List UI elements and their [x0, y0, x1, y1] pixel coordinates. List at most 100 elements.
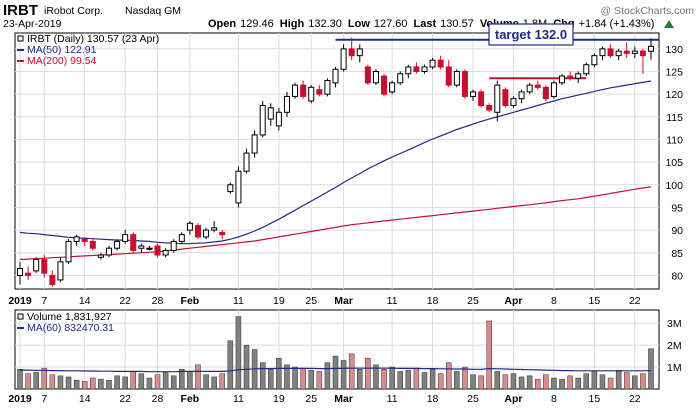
price-tick-label: 90	[671, 225, 683, 237]
company-name: iRobot Corp.	[44, 5, 103, 17]
volume-bar	[187, 371, 193, 390]
quote-label: Last	[414, 18, 437, 30]
candle-body	[33, 259, 40, 272]
volume-bar	[308, 370, 314, 390]
date-tick-label: 22	[119, 295, 131, 307]
volume-date-label: Apr	[504, 393, 522, 405]
candle-body	[647, 45, 655, 52]
date-tick-label: 11	[387, 295, 398, 307]
volume-panel: 1M 2M 3M 2019 7 14 22 28 Feb 11 19 25 Mar 11 18 25 Apr 8 1…	[8, 309, 682, 405]
candle-body	[445, 66, 452, 86]
volume-date-label: 25	[467, 393, 479, 405]
candle-body	[340, 48, 347, 70]
legend-entry: MA(200) 99.54	[27, 55, 97, 67]
candle-body	[243, 152, 250, 172]
price-tick-label: 105	[665, 157, 683, 169]
volume-bar	[526, 375, 533, 390]
price-tick-label: 125	[665, 67, 683, 79]
volume-bar	[462, 366, 468, 390]
price-panel: 80 85 90 95 100 105 110 115 120 125 130 2019 7 14 22 28…	[8, 23, 683, 307]
volume-date-label: 8	[551, 393, 557, 405]
quote-value: 132.30	[308, 18, 342, 30]
candle-body	[267, 107, 274, 120]
volume-bar	[559, 378, 565, 390]
candle-body	[631, 50, 638, 54]
volume-bar	[623, 372, 630, 390]
volume-bar	[373, 364, 379, 390]
volume-date-label: Feb	[181, 393, 200, 405]
date-tick-label: 2019	[8, 295, 32, 307]
volume-bar	[122, 376, 128, 390]
candle-body	[194, 225, 201, 238]
volume-bar	[510, 373, 517, 390]
candle-body	[583, 64, 590, 75]
price-tick-label: 80	[671, 270, 683, 282]
volume-bar	[162, 372, 169, 390]
volume-bar	[316, 371, 323, 390]
candle-body	[122, 234, 129, 242]
volume-bar	[243, 344, 250, 390]
candle-body	[211, 227, 218, 231]
legend-entry: MA(50) 122.91	[27, 44, 97, 56]
candle-body	[615, 50, 622, 57]
volume-bar	[534, 378, 541, 390]
legend-swatch	[17, 35, 24, 42]
volume-bar	[98, 378, 104, 390]
candle-body	[421, 66, 428, 73]
volume-bar	[259, 362, 266, 390]
candle-body	[73, 236, 80, 242]
volume-tick-label: 1M	[667, 362, 682, 374]
price-tick-label: 120	[665, 89, 683, 101]
candle-body	[65, 240, 72, 263]
price-tick-label: 130	[665, 44, 683, 56]
volume-bar	[543, 374, 549, 390]
candle-body	[178, 234, 185, 242]
volume-bar	[518, 376, 525, 390]
candle-body	[405, 66, 412, 75]
candle-body	[259, 104, 266, 136]
target-annotation: target 132.0	[495, 27, 567, 42]
candle-body	[308, 86, 315, 102]
date-tick-label: 18	[427, 295, 439, 307]
volume-bar	[494, 371, 501, 390]
candle-body	[599, 48, 606, 57]
candle-body	[283, 95, 290, 113]
volume-date-label: 14	[79, 393, 91, 405]
ticker-symbol: IRBT	[3, 2, 38, 19]
quote-label: Open	[208, 18, 236, 30]
volume-bar	[179, 369, 185, 390]
volume-bar	[348, 353, 355, 390]
volume-bar	[357, 369, 363, 390]
candle-body	[146, 247, 153, 250]
volume-date-label: 25	[305, 393, 317, 405]
candle-body	[502, 89, 509, 106]
candle-body	[542, 86, 549, 100]
volume-date-label: 28	[152, 393, 164, 405]
volume-bar	[607, 377, 614, 390]
candle-body	[413, 66, 420, 73]
date-tick-label: 8	[551, 295, 557, 307]
candle-body	[114, 240, 121, 249]
date-tick-label: 22	[629, 295, 641, 307]
volume-bar	[211, 376, 217, 390]
volume-bar	[227, 340, 234, 390]
candle-body	[97, 254, 104, 258]
volume-date-label: 15	[589, 393, 601, 405]
volume-bar	[437, 373, 444, 390]
volume-bar	[632, 375, 638, 390]
volume-bar	[106, 379, 112, 390]
candle-body	[170, 240, 177, 251]
volume-bar	[268, 369, 274, 390]
candle-body	[130, 234, 137, 251]
volume-legend-entry: MA(60) 832470.31	[27, 322, 114, 334]
volume-bar	[599, 374, 606, 390]
quote-label: High	[280, 18, 305, 30]
target-annotation-box	[488, 23, 574, 46]
volume-date-label: Mar	[334, 393, 353, 405]
volume-bar	[421, 372, 428, 390]
candle-body	[324, 80, 331, 95]
volume-bar	[65, 376, 72, 390]
volume-date-label: 11	[387, 393, 398, 405]
quote-value: +1.84 (+1.43%)	[579, 18, 655, 30]
